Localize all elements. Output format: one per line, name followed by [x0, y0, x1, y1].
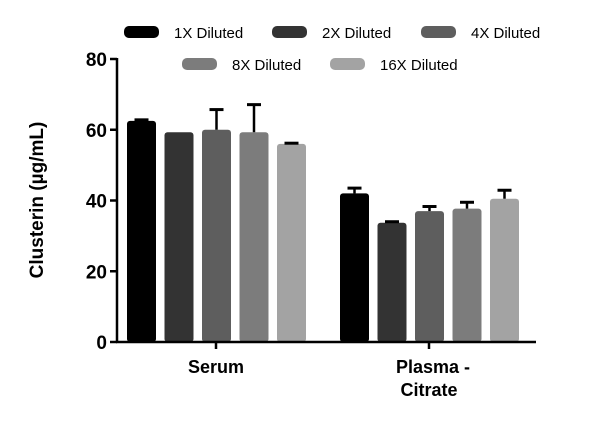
x-tick-label: Serum — [188, 357, 244, 377]
legend-swatch — [330, 58, 365, 70]
bars — [127, 103, 519, 342]
axes: 0 20 40 60 80 Serum Plasma - Citrate — [86, 50, 536, 400]
x-tick-label: Citrate — [400, 380, 457, 400]
bar — [377, 222, 407, 342]
bar — [277, 143, 306, 342]
y-axis-label: Clusterin (µg/mL) — [27, 122, 48, 279]
legend-item: 2X Diluted — [272, 25, 391, 42]
x-tick-label: Plasma - — [396, 357, 470, 377]
legend-swatch — [182, 58, 217, 70]
y-tick-label: 60 — [86, 121, 107, 142]
legend-item: 16X Diluted — [330, 57, 458, 74]
legend-swatch — [421, 26, 456, 38]
bar — [340, 193, 369, 342]
bar — [415, 211, 444, 342]
bar — [202, 129, 231, 342]
legend-label: 2X Diluted — [322, 25, 391, 42]
legend-label: 4X Diluted — [471, 25, 540, 42]
bar — [490, 198, 519, 342]
y-tick-label: 80 — [86, 50, 107, 71]
legend-swatch — [272, 26, 307, 38]
legend-item: 4X Diluted — [421, 25, 540, 42]
legend-label: 1X Diluted — [174, 25, 243, 42]
y-tick-label: 0 — [96, 333, 107, 354]
legend-label: 8X Diluted — [232, 57, 301, 74]
bar — [164, 132, 194, 342]
legend-item: 8X Diluted — [182, 57, 301, 74]
y-tick-label: 20 — [86, 262, 107, 283]
bar — [239, 132, 269, 342]
legend-item: 1X Diluted — [124, 25, 243, 42]
legend-swatch — [124, 26, 159, 38]
bar — [127, 120, 156, 342]
legend: 1X Diluted 2X Diluted 4X Diluted 8X Diluted… — [124, 25, 540, 74]
bar — [452, 208, 482, 342]
legend-label: 16X Diluted — [380, 57, 458, 74]
y-tick-label: 40 — [86, 192, 107, 213]
